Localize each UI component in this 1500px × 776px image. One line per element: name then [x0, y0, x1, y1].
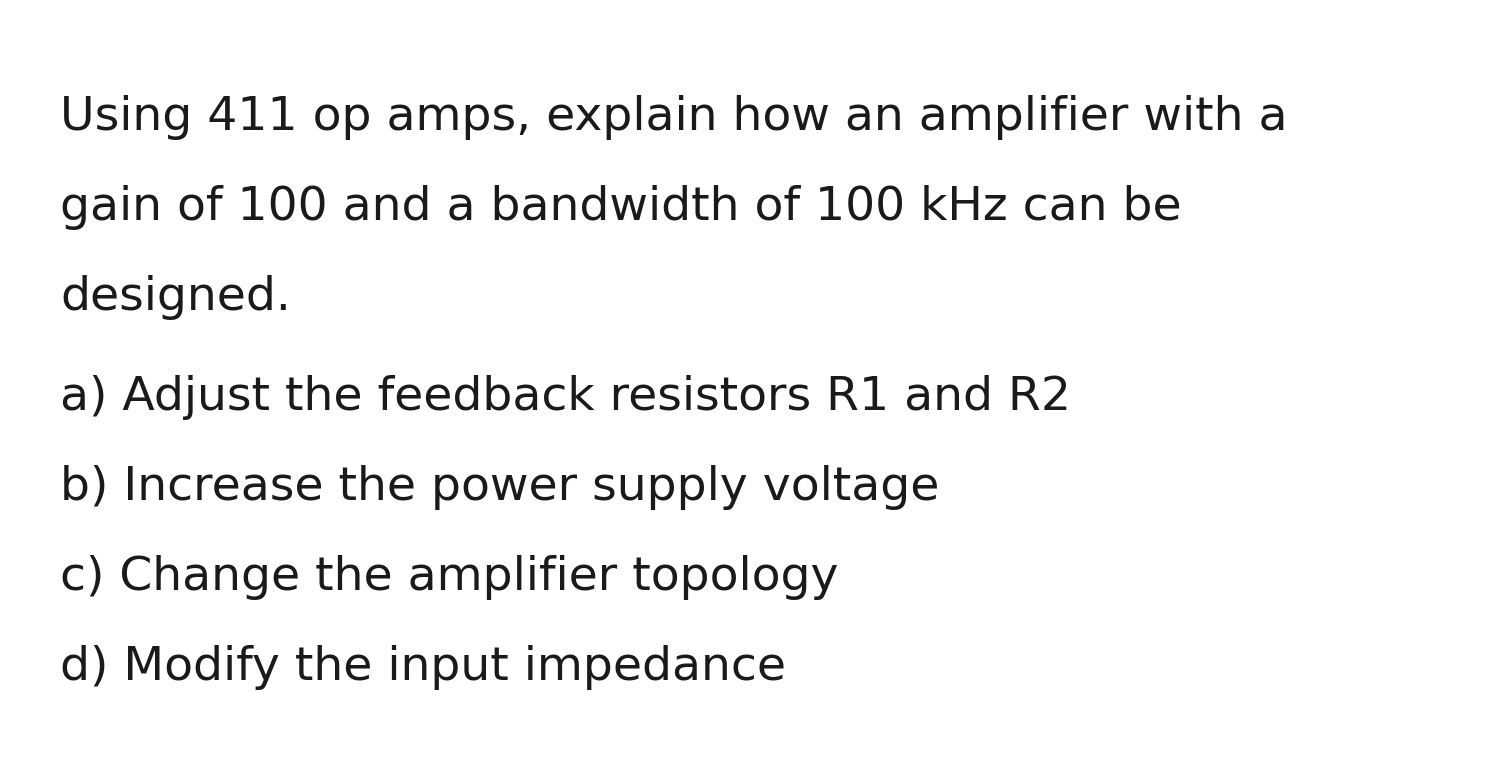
Text: d) Modify the input impedance: d) Modify the input impedance	[60, 645, 786, 690]
Text: gain of 100 and a bandwidth of 100 kHz can be: gain of 100 and a bandwidth of 100 kHz c…	[60, 185, 1182, 230]
Text: designed.: designed.	[60, 275, 291, 320]
Text: a) Adjust the feedback resistors R1 and R2: a) Adjust the feedback resistors R1 and …	[60, 375, 1071, 420]
Text: b) Increase the power supply voltage: b) Increase the power supply voltage	[60, 465, 939, 510]
Text: Using 411 op amps, explain how an amplifier with a: Using 411 op amps, explain how an amplif…	[60, 95, 1287, 140]
Text: c) Change the amplifier topology: c) Change the amplifier topology	[60, 555, 838, 600]
